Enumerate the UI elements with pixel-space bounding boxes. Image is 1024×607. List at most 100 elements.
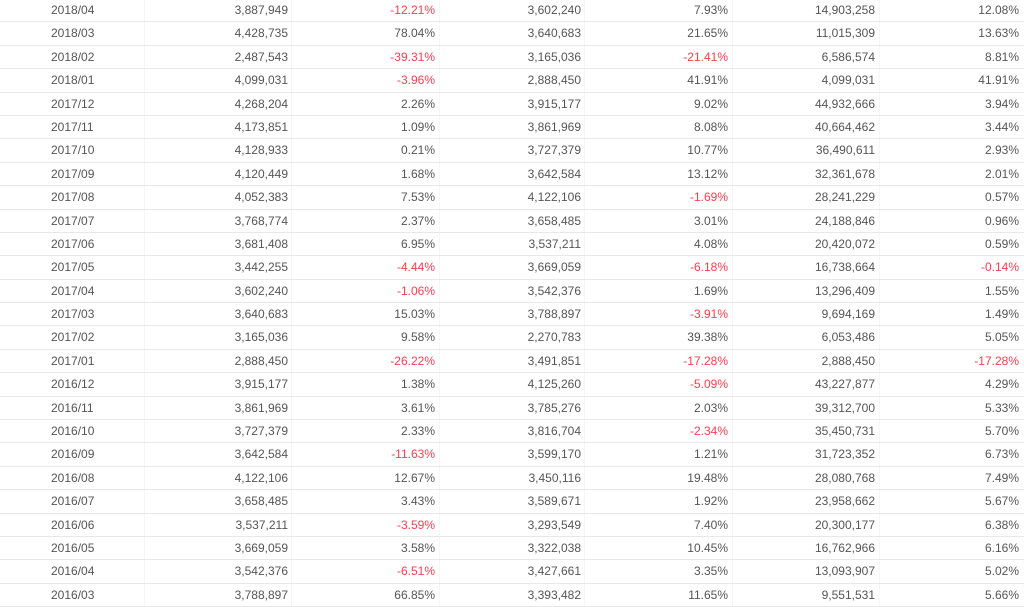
- table-row: 2017/05 3,442,255 -4.44% 3,669,059 -6.18% 16,…: [0, 256, 1024, 280]
- value-cell: 3,788,897: [145, 583, 292, 607]
- compare-value-cell: 3,427,661: [440, 560, 585, 583]
- table-row: 2016/11 3,861,969 3.61% 3,785,276 2.03% 39,31…: [0, 396, 1024, 421]
- date-cell: 2017/09: [0, 162, 145, 186]
- cumulative-change-cell: 6.73%: [984, 447, 1019, 462]
- value-change-cell: -11.63%: [292, 443, 440, 466]
- value-change-cell: 66.85%: [292, 583, 440, 607]
- date-cell: 2016/09: [0, 443, 145, 466]
- compare-change-cell: -6.18%: [585, 256, 733, 279]
- compare-change-cell: 4.08%: [585, 232, 733, 256]
- value-cell: 4,173,851: [145, 115, 292, 139]
- value-cell: 3,669,059: [145, 536, 292, 560]
- date-cell: 2017/05: [0, 256, 145, 279]
- compare-change-cell: 11.65%: [585, 583, 733, 607]
- date-cell: 2017/02: [0, 326, 145, 349]
- cumulative-change-cell: 4.29%: [984, 377, 1019, 392]
- value-cell: 4,120,449: [145, 162, 292, 186]
- value-change-cell: 1.68%: [292, 162, 440, 186]
- value-change-cell: 2.37%: [292, 209, 440, 232]
- value-change-cell: -12.21%: [292, 0, 440, 22]
- value-cell: 3,681,408: [145, 232, 292, 256]
- cumulative-change-cell: 7.49%: [984, 470, 1019, 485]
- cumulative-cell: 32,361,678: [733, 162, 880, 186]
- table-row: 2016/08 4,122,106 12.67% 3,450,116 19.48% 28,…: [0, 466, 1024, 491]
- value-change-cell: 12.67%: [292, 466, 440, 490]
- cumulative-cell: 16,762,966: [733, 536, 880, 560]
- cumulative-change-cell: 6.16%: [984, 540, 1019, 555]
- compare-value-cell: 3,602,240: [440, 0, 585, 22]
- compare-change-cell: 1.69%: [585, 279, 733, 303]
- date-cell: 2016/12: [0, 373, 145, 396]
- cumulative-cell: 11,015,309: [733, 22, 880, 45]
- date-cell: 2016/07: [0, 490, 145, 513]
- cumulative-cell: 6,586,574: [733, 45, 880, 69]
- table-row: 2017/09 4,120,449 1.68% 3,642,584 13.12% 32,3…: [0, 162, 1024, 187]
- cumulative-change-cell: 2.01%: [984, 166, 1019, 181]
- compare-change-cell: -5.09%: [585, 373, 733, 396]
- value-change-cell: -1.06%: [292, 279, 440, 303]
- date-cell: 2017/11: [0, 115, 145, 139]
- compare-value-cell: 3,537,211: [440, 232, 585, 256]
- compare-change-cell: 1.21%: [585, 443, 733, 466]
- compare-change-cell: 2.03%: [585, 396, 733, 420]
- compare-value-cell: 3,669,059: [440, 256, 585, 279]
- cumulative-change-cell: 3.94%: [984, 96, 1019, 111]
- date-cell: 2016/06: [0, 513, 145, 536]
- compare-value-cell: 3,861,969: [440, 115, 585, 139]
- cumulative-change-cell: 5.05%: [984, 330, 1019, 345]
- compare-value-cell: 3,915,177: [440, 92, 585, 115]
- table-row: 2016/07 3,658,485 3.43% 3,589,671 1.92% 23,95…: [0, 490, 1024, 514]
- compare-change-cell: 10.77%: [585, 139, 733, 162]
- date-cell: 2016/04: [0, 560, 145, 583]
- cumulative-change-cell: 0.57%: [984, 190, 1019, 205]
- table-row: 2017/08 4,052,383 7.53% 4,122,106 -1.69% 28,2…: [0, 186, 1024, 210]
- cumulative-cell: 2,888,450: [733, 349, 880, 373]
- compare-value-cell: 3,322,038: [440, 536, 585, 560]
- cumulative-cell: 31,723,352: [733, 443, 880, 466]
- value-change-cell: 3.58%: [292, 536, 440, 560]
- cumulative-cell: 28,080,768: [733, 466, 880, 490]
- compare-value-cell: 3,788,897: [440, 303, 585, 326]
- date-cell: 2018/04: [0, 0, 145, 22]
- compare-value-cell: 3,293,549: [440, 513, 585, 536]
- compare-change-cell: 41.91%: [585, 69, 733, 92]
- cumulative-change-cell: 5.33%: [984, 400, 1019, 415]
- value-change-cell: 2.26%: [292, 92, 440, 115]
- value-change-cell: 3.61%: [292, 396, 440, 420]
- cumulative-change-cell: 5.67%: [984, 494, 1019, 509]
- compare-value-cell: 3,727,379: [440, 139, 585, 162]
- value-change-cell: 15.03%: [292, 303, 440, 326]
- date-cell: 2016/11: [0, 396, 145, 420]
- cumulative-cell: 13,296,409: [733, 279, 880, 303]
- table-row: 2016/10 3,727,379 2.33% 3,816,704 -2.34% 35,4…: [0, 420, 1024, 444]
- value-change-cell: 1.38%: [292, 373, 440, 396]
- cumulative-change-cell: 0.59%: [984, 236, 1019, 251]
- cumulative-cell: 28,241,229: [733, 186, 880, 209]
- table-row: 2017/10 4,128,933 0.21% 3,727,379 10.77% 36,4…: [0, 139, 1024, 163]
- value-cell: 2,487,543: [145, 45, 292, 69]
- compare-value-cell: 3,542,376: [440, 279, 585, 303]
- cumulative-change-cell: 0.96%: [984, 213, 1019, 228]
- cumulative-change-cell: 5.66%: [984, 587, 1019, 602]
- cumulative-change-cell: 41.91%: [978, 73, 1019, 88]
- compare-value-cell: 3,658,485: [440, 209, 585, 232]
- value-change-cell: 3.43%: [292, 490, 440, 513]
- compare-value-cell: 3,642,584: [440, 162, 585, 186]
- cumulative-cell: 13,093,907: [733, 560, 880, 583]
- date-cell: 2017/10: [0, 139, 145, 162]
- value-cell: 3,542,376: [145, 560, 292, 583]
- cumulative-cell: 14,903,258: [733, 0, 880, 22]
- compare-value-cell: 3,816,704: [440, 420, 585, 443]
- compare-change-cell: 8.08%: [585, 115, 733, 139]
- date-cell: 2017/03: [0, 303, 145, 326]
- table-row: 2017/06 3,681,408 6.95% 3,537,211 4.08% 20,42…: [0, 232, 1024, 257]
- table-row: 2017/03 3,640,683 15.03% 3,788,897 -3.91% 9,6…: [0, 303, 1024, 327]
- compare-change-cell: 7.93%: [585, 0, 733, 22]
- table-row: 2016/03 3,788,897 66.85% 3,393,482 11.65% 9,5…: [0, 583, 1024, 607]
- compare-value-cell: 3,393,482: [440, 583, 585, 607]
- cumulative-cell: 44,932,666: [733, 92, 880, 115]
- compare-change-cell: 9.02%: [585, 92, 733, 115]
- value-cell: 3,602,240: [145, 279, 292, 303]
- compare-value-cell: 2,888,450: [440, 69, 585, 92]
